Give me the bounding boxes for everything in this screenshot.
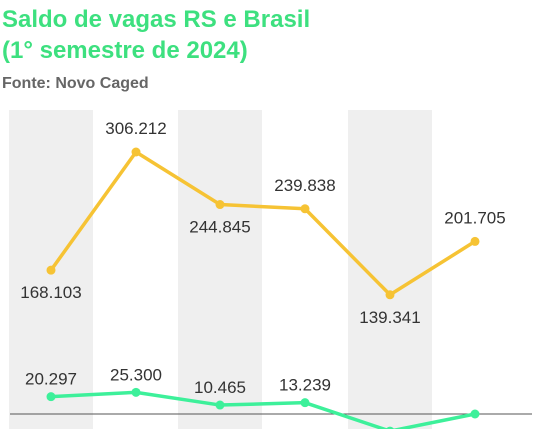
series-2-point-5 <box>386 426 394 429</box>
series-2-point-2 <box>131 387 141 397</box>
series-1-point-2 <box>131 147 141 157</box>
series-2-line <box>50 390 476 429</box>
series-2-point-6 <box>470 409 480 419</box>
series-1-data-label-1: 168.103 <box>20 283 81 302</box>
chart-title-line-2: (1° semestre de 2024) <box>2 37 248 64</box>
series-2-point-3 <box>215 400 225 410</box>
series-1-data-label-3: 244.845 <box>189 218 250 237</box>
series-2-point-1 <box>46 392 56 402</box>
series-1-point-6 <box>470 236 480 246</box>
series-2-data-label-2: 25.300 <box>110 365 162 384</box>
series-2-data-label-4: 13.239 <box>279 376 331 395</box>
series-1-data-label-6: 201.705 <box>444 208 505 227</box>
series-1-point-5 <box>385 290 395 300</box>
series-1-point-1 <box>46 265 56 275</box>
series-2-data-label-3: 10.465 <box>194 378 246 397</box>
chart-title-line-1: Saldo de vagas RS e Brasil <box>2 6 311 33</box>
title-block: Saldo de vagas RS e Brasil (1° semestre … <box>2 4 310 93</box>
series-1-line <box>49 150 476 297</box>
series-2-point-4 <box>300 398 310 408</box>
background-band-5 <box>348 110 432 429</box>
series-1-data-label-5: 139.341 <box>359 308 420 327</box>
series-1-data-label-2: 306.212 <box>105 119 166 138</box>
background-band-3 <box>178 110 262 429</box>
series-1-point-3 <box>215 200 225 210</box>
series-2-data-label-1: 20.297 <box>25 370 77 389</box>
series-1-data-label-4: 239.838 <box>274 176 335 195</box>
series-1-point-4 <box>300 204 310 214</box>
chart-source: Fonte: Novo Caged <box>2 75 149 92</box>
